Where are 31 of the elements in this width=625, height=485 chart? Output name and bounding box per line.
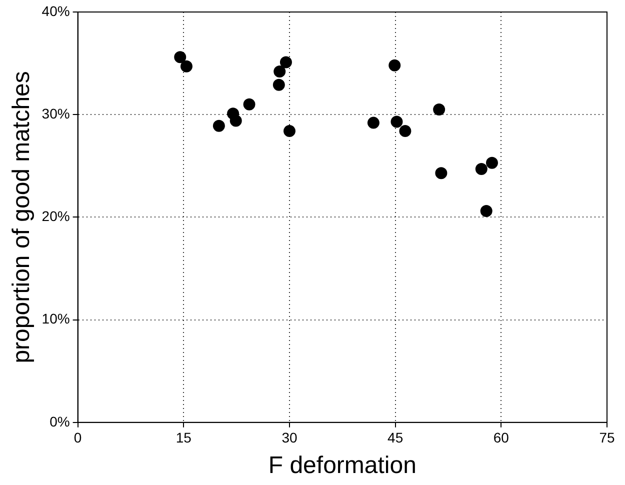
y-tick-label: 10% [42, 310, 70, 327]
point [272, 78, 285, 91]
point [230, 114, 242, 127]
x-tick-label: 60 [493, 430, 510, 446]
point [475, 162, 488, 175]
x-tick-label: 45 [388, 430, 404, 446]
point [280, 56, 292, 68]
point [399, 125, 412, 138]
point [388, 59, 401, 72]
y-tick-label: 40% [42, 2, 70, 19]
y-tick-label: 30% [42, 105, 70, 122]
y-tick-label: 0% [50, 413, 70, 430]
x-tick-label: 75 [599, 430, 615, 446]
point [435, 167, 448, 180]
point [174, 51, 186, 64]
x-axis-title: F deformation [268, 452, 416, 480]
point [283, 125, 296, 138]
x-tick-label: 30 [282, 430, 298, 446]
point [486, 156, 498, 169]
x-tick-label: 15 [176, 430, 192, 446]
x-tick-label: 0 [74, 430, 82, 446]
y-tick-label: 20% [42, 208, 70, 224]
point [212, 120, 225, 132]
point [433, 103, 446, 116]
point [243, 98, 256, 110]
point [480, 205, 492, 218]
y-axis-title: proportion of good matches [8, 71, 36, 364]
point [274, 66, 286, 78]
point [390, 116, 403, 128]
point [367, 116, 380, 129]
point [180, 60, 192, 72]
